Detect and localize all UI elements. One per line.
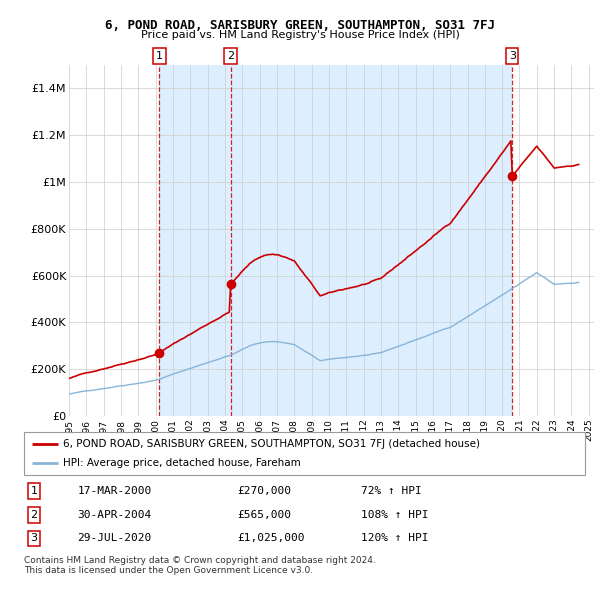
Text: 1: 1 (31, 486, 38, 496)
Text: 6, POND ROAD, SARISBURY GREEN, SOUTHAMPTON, SO31 7FJ (detached house): 6, POND ROAD, SARISBURY GREEN, SOUTHAMPT… (63, 440, 480, 450)
Text: 1: 1 (156, 51, 163, 61)
FancyBboxPatch shape (24, 432, 585, 475)
Text: £1,025,000: £1,025,000 (237, 533, 305, 543)
Text: 30-APR-2004: 30-APR-2004 (77, 510, 152, 520)
Text: 2: 2 (227, 51, 234, 61)
Text: This data is licensed under the Open Government Licence v3.0.: This data is licensed under the Open Gov… (24, 566, 313, 575)
Text: 29-JUL-2020: 29-JUL-2020 (77, 533, 152, 543)
Bar (159, 65, 230, 416)
Text: 17-MAR-2000: 17-MAR-2000 (77, 486, 152, 496)
Text: 6, POND ROAD, SARISBURY GREEN, SOUTHAMPTON, SO31 7FJ: 6, POND ROAD, SARISBURY GREEN, SOUTHAMPT… (105, 19, 495, 32)
Text: £565,000: £565,000 (237, 510, 291, 520)
Text: 3: 3 (31, 533, 38, 543)
Text: HPI: Average price, detached house, Fareham: HPI: Average price, detached house, Fare… (63, 458, 301, 468)
Bar (230, 65, 512, 416)
Text: 120% ↑ HPI: 120% ↑ HPI (361, 533, 428, 543)
Text: 2: 2 (31, 510, 38, 520)
Text: Price paid vs. HM Land Registry's House Price Index (HPI): Price paid vs. HM Land Registry's House … (140, 30, 460, 40)
Text: £270,000: £270,000 (237, 486, 291, 496)
Text: 108% ↑ HPI: 108% ↑ HPI (361, 510, 428, 520)
Text: Contains HM Land Registry data © Crown copyright and database right 2024.: Contains HM Land Registry data © Crown c… (24, 556, 376, 565)
Text: 72% ↑ HPI: 72% ↑ HPI (361, 486, 421, 496)
Text: 3: 3 (509, 51, 516, 61)
